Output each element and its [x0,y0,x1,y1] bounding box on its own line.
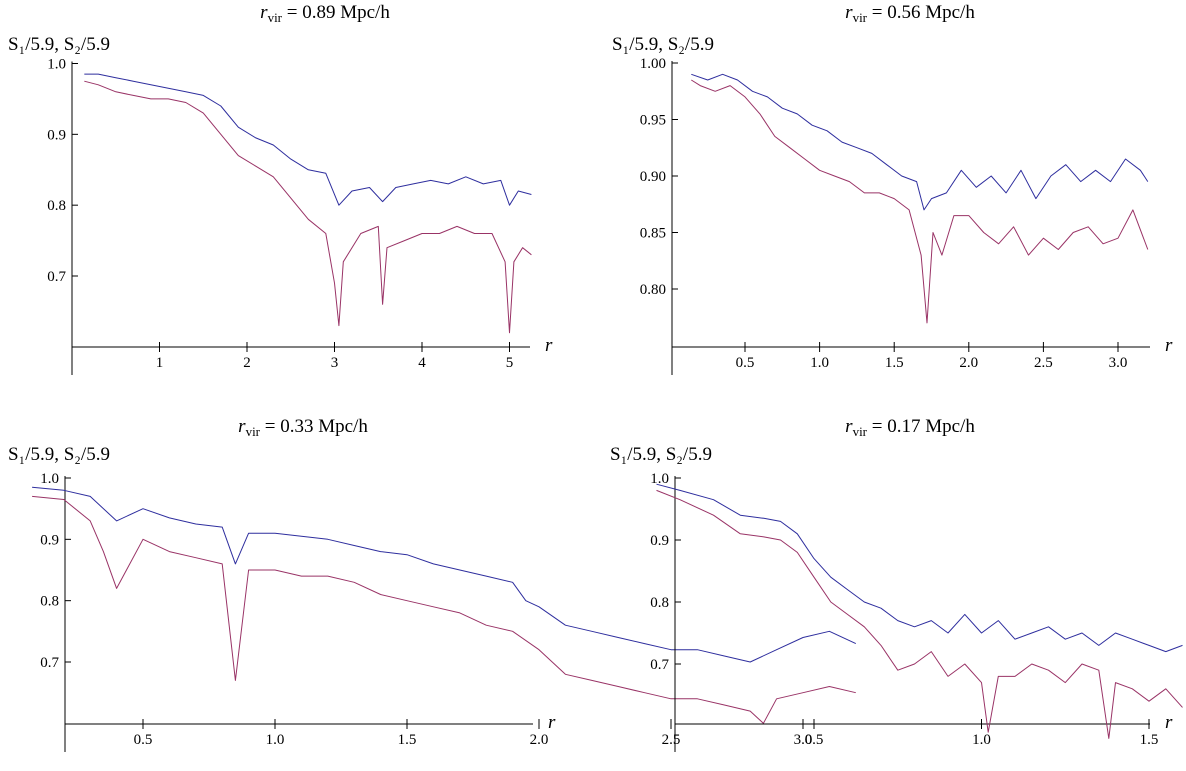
chart-panel-4: rvir = 0.17 Mpc/h S₁/5.9, S₂/5.9 r 0.5 1.0 1.… [610,416,1183,752]
x-tick-label: 2.0 [959,355,978,371]
x-axis-label: r [1165,335,1173,356]
x-tick-label: 0.5 [736,355,755,371]
y-tick-label: 1.0 [650,471,669,487]
x-tick-label: 1.5 [885,355,904,371]
x-tick-label: 2.0 [530,732,549,748]
series-line-2 [32,495,856,724]
y-tick-label: 0.9 [47,127,66,143]
x-tick-label: 3.0 [1109,355,1128,371]
y-tick-label: 0.7 [650,657,669,673]
chart-panel-3: rvir = 0.33 Mpc/h S₁/5.9, S₂/5.9 r 0.5 1.0 1.… [8,416,857,752]
y-tick-label: 0.90 [640,169,666,185]
y-tick-label: 1.0 [40,471,59,487]
y-tick-label: 0.8 [650,595,669,611]
x-axis-label: r [548,712,556,733]
x-tick-label: 2 [243,355,251,371]
series-line-2 [656,489,1183,739]
y-tick-label: 0.80 [640,282,666,298]
x-tick-label: 1 [156,355,164,371]
x-axis-label: r [545,335,553,356]
x-axis-label: r [1165,712,1173,733]
y-tick-label: 1.0 [47,57,66,73]
chart-title: rvir = 0.17 Mpc/h [845,416,975,439]
y-axis-label: S₁/5.9, S₂/5.9 [612,34,714,55]
x-tick-label: 3 [331,355,339,371]
y-tick-label: 0.8 [40,594,59,610]
x-tick-label: 2.5 [1034,355,1053,371]
y-tick-label: 0.9 [40,532,59,548]
x-tick-label: 1.0 [266,732,285,748]
y-axis-label: S₁/5.9, S₂/5.9 [8,444,110,465]
chart-title: rvir = 0.89 Mpc/h [260,2,390,25]
x-tick-label: 2.5 [662,732,681,748]
y-axis-label: S₁/5.9, S₂/5.9 [8,34,110,55]
series-line-2 [84,80,532,334]
y-tick-label: 0.85 [640,226,666,242]
y-tick-label: 0.9 [650,533,669,549]
x-tick-label: 1.5 [1140,732,1159,748]
series-line-2 [691,79,1149,324]
series-line-1 [84,73,532,206]
x-tick-label: 1.0 [810,355,829,371]
chart-panel-1: rvir = 0.89 Mpc/h S₁/5.9, S₂/5.9 r 1 2 3 4 5 0.7… [8,2,553,375]
x-tick-label: 4 [418,355,426,371]
chart-title: rvir = 0.56 Mpc/h [845,2,975,25]
y-tick-label: 0.7 [47,269,66,285]
x-tick-label: 0.5 [805,732,824,748]
x-tick-label: 1.5 [398,732,417,748]
x-tick-label: 5 [506,355,514,371]
series-line-1 [656,483,1183,653]
x-tick-label: 1.0 [972,732,991,748]
y-axis-label: S₁/5.9, S₂/5.9 [610,444,712,465]
y-tick-label: 0.7 [40,655,59,671]
series-line-1 [32,486,857,663]
y-tick-label: 1.00 [640,56,666,72]
y-tick-label: 0.95 [640,113,666,129]
x-tick-label: 3.0 [794,732,813,748]
chart-panel-2: rvir = 0.56 Mpc/h S₁/5.9, S₂/5.9 r 0.5 1.0 1.… [612,2,1173,375]
x-tick-label: 0.5 [134,732,153,748]
y-tick-label: 0.8 [47,198,66,214]
series-line-1 [691,73,1149,211]
chart-title: rvir = 0.33 Mpc/h [238,416,368,439]
